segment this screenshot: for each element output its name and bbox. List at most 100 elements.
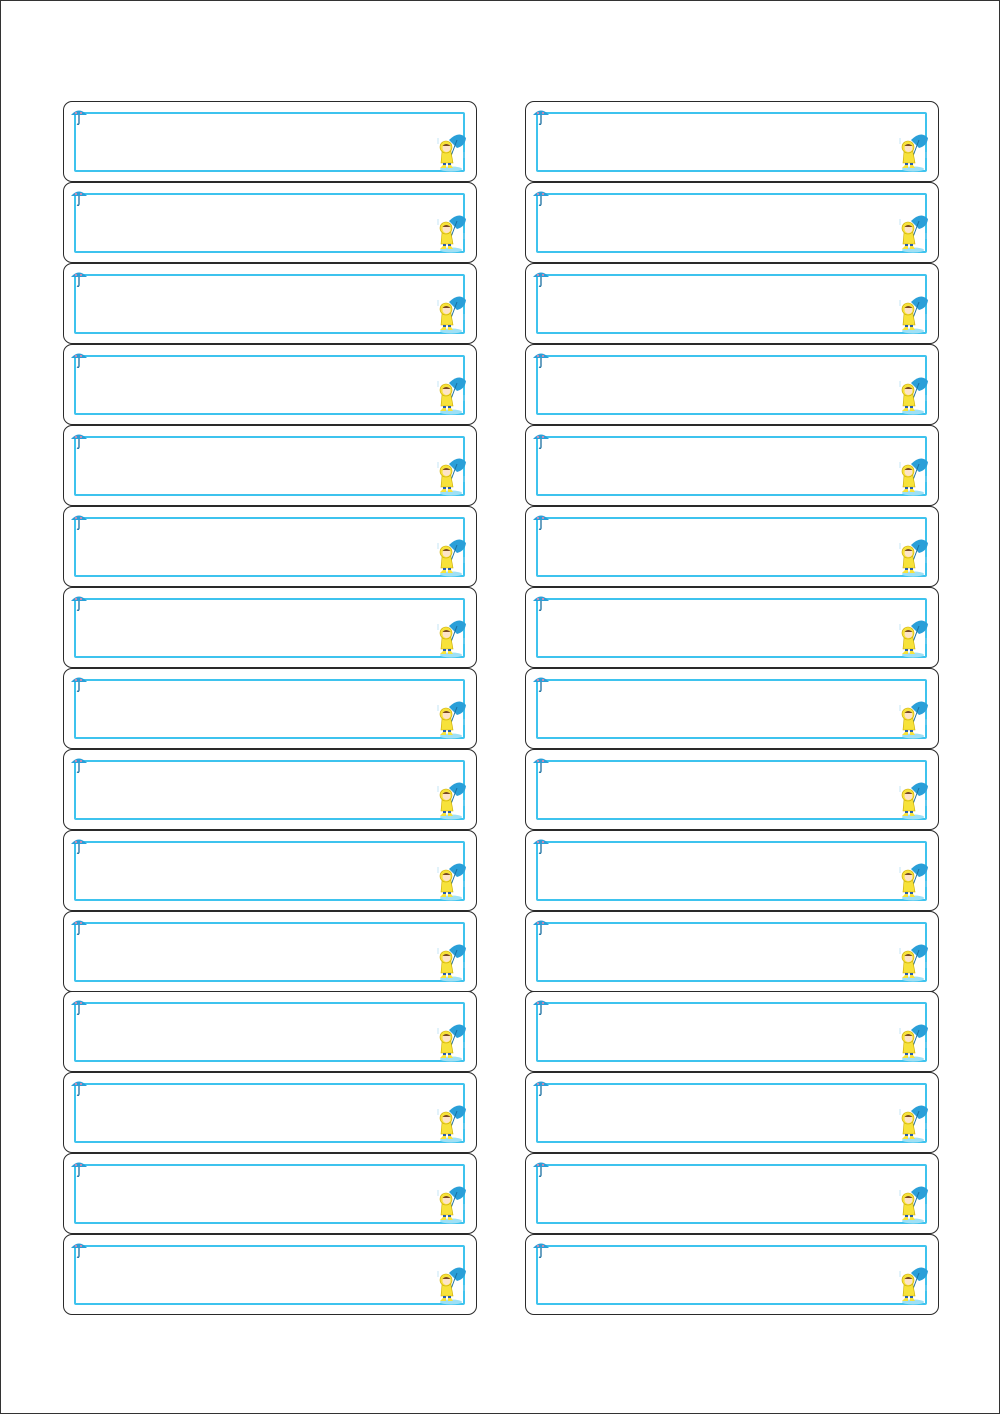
name-label — [525, 1072, 939, 1154]
label-inner-frame — [536, 597, 927, 658]
umbrella-icon — [70, 1241, 88, 1259]
child-with-umbrella-icon — [435, 1182, 467, 1224]
name-label — [63, 667, 477, 749]
name-label — [63, 1072, 477, 1154]
label-inner-frame — [536, 1245, 927, 1306]
child-with-umbrella-icon — [897, 130, 929, 172]
umbrella-icon — [70, 189, 88, 207]
label-inner-frame — [536, 112, 927, 172]
name-label — [525, 1153, 939, 1235]
child-with-umbrella-icon — [435, 1020, 467, 1062]
child-with-umbrella-icon — [435, 535, 467, 577]
child-with-umbrella-icon — [897, 535, 929, 577]
name-label — [63, 505, 477, 587]
label-inner-frame — [74, 273, 465, 334]
label-inner-frame — [74, 1002, 465, 1063]
name-label — [63, 1234, 477, 1316]
umbrella-icon — [70, 108, 88, 126]
umbrella-icon — [532, 1079, 550, 1097]
umbrella-icon — [532, 1160, 550, 1178]
label-inner-frame — [536, 192, 927, 253]
label-inner-frame — [536, 921, 927, 982]
child-with-umbrella-icon — [897, 1101, 929, 1143]
child-with-umbrella-icon — [435, 697, 467, 739]
name-label — [63, 991, 477, 1073]
umbrella-icon — [532, 270, 550, 288]
child-with-umbrella-icon — [435, 1263, 467, 1305]
name-label — [525, 991, 939, 1073]
label-inner-frame — [74, 840, 465, 901]
label-inner-frame — [536, 1164, 927, 1225]
child-with-umbrella-icon — [897, 292, 929, 334]
name-label — [63, 1153, 477, 1235]
label-inner-frame — [536, 435, 927, 496]
child-with-umbrella-icon — [435, 616, 467, 658]
label-inner-frame — [74, 354, 465, 415]
umbrella-icon — [70, 594, 88, 612]
label-inner-frame — [74, 597, 465, 658]
umbrella-icon — [70, 918, 88, 936]
name-label — [63, 424, 477, 506]
label-inner-frame — [74, 112, 465, 172]
umbrella-icon — [70, 837, 88, 855]
label-inner-frame — [74, 1164, 465, 1225]
label-inner-frame — [74, 759, 465, 820]
label-inner-frame — [74, 516, 465, 577]
name-label — [525, 748, 939, 830]
child-with-umbrella-icon — [435, 211, 467, 253]
name-label — [63, 910, 477, 992]
name-label — [525, 181, 939, 263]
umbrella-icon — [532, 432, 550, 450]
umbrella-icon — [532, 351, 550, 369]
name-label — [525, 910, 939, 992]
child-with-umbrella-icon — [897, 211, 929, 253]
child-with-umbrella-icon — [897, 1020, 929, 1062]
child-with-umbrella-icon — [897, 697, 929, 739]
name-label — [63, 262, 477, 344]
name-label — [63, 101, 477, 182]
label-inner-frame — [74, 192, 465, 253]
label-inner-frame — [74, 678, 465, 739]
child-with-umbrella-icon — [897, 940, 929, 982]
label-inner-frame — [74, 1245, 465, 1306]
umbrella-icon — [532, 594, 550, 612]
label-inner-frame — [536, 678, 927, 739]
child-with-umbrella-icon — [897, 454, 929, 496]
name-label — [525, 343, 939, 425]
umbrella-icon — [532, 1241, 550, 1259]
label-inner-frame — [536, 1083, 927, 1144]
child-with-umbrella-icon — [435, 778, 467, 820]
umbrella-icon — [532, 675, 550, 693]
child-with-umbrella-icon — [435, 1101, 467, 1143]
umbrella-icon — [532, 998, 550, 1016]
umbrella-icon — [70, 432, 88, 450]
umbrella-icon — [532, 837, 550, 855]
name-label — [525, 829, 939, 911]
name-label — [525, 424, 939, 506]
umbrella-icon — [532, 756, 550, 774]
name-label — [63, 181, 477, 263]
name-label — [525, 505, 939, 587]
name-label — [63, 829, 477, 911]
child-with-umbrella-icon — [435, 859, 467, 901]
child-with-umbrella-icon — [435, 373, 467, 415]
child-with-umbrella-icon — [435, 292, 467, 334]
child-with-umbrella-icon — [897, 1263, 929, 1305]
umbrella-icon — [70, 756, 88, 774]
child-with-umbrella-icon — [897, 1182, 929, 1224]
child-with-umbrella-icon — [897, 373, 929, 415]
umbrella-icon — [70, 675, 88, 693]
name-label — [63, 343, 477, 425]
umbrella-icon — [70, 513, 88, 531]
umbrella-icon — [532, 918, 550, 936]
umbrella-icon — [532, 513, 550, 531]
label-inner-frame — [74, 1083, 465, 1144]
name-label — [63, 586, 477, 668]
label-inner-frame — [536, 840, 927, 901]
label-inner-frame — [536, 273, 927, 334]
umbrella-icon — [70, 1160, 88, 1178]
child-with-umbrella-icon — [435, 454, 467, 496]
child-with-umbrella-icon — [435, 940, 467, 982]
umbrella-icon — [532, 108, 550, 126]
